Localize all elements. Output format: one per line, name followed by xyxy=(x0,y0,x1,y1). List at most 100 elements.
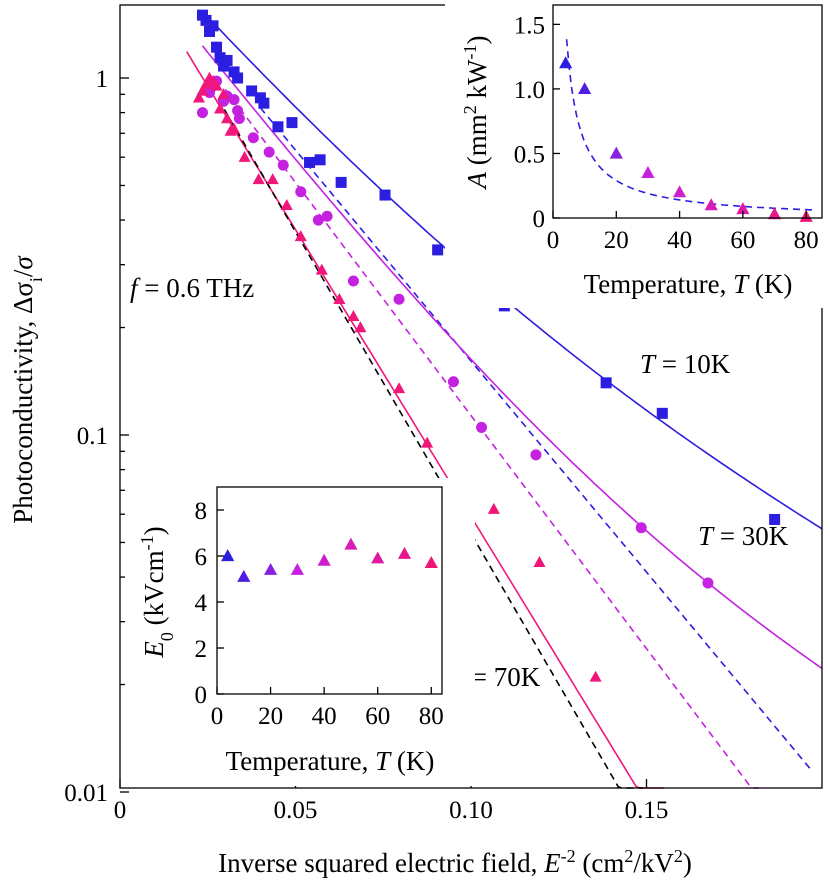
data-point xyxy=(280,199,293,210)
inset-e0-point xyxy=(371,551,385,564)
x-tick-label: 60 xyxy=(365,703,390,730)
data-point xyxy=(217,88,230,100)
data-point xyxy=(263,146,275,158)
inset-e0-point xyxy=(397,546,412,559)
x-tick-label: 0.15 xyxy=(625,797,669,824)
inset-e0-x-label: Temperature, T (K) xyxy=(226,746,435,776)
data-point xyxy=(294,230,307,242)
data-point xyxy=(233,113,245,125)
inset-a-y-label: A (mm2 kW-1) xyxy=(460,36,492,191)
x-tick-label: 20 xyxy=(258,703,283,730)
data-point xyxy=(221,54,233,66)
data-point xyxy=(447,376,459,388)
inset-a-point xyxy=(736,202,750,215)
y-tick-label: 4 xyxy=(195,590,208,617)
data-point xyxy=(589,670,602,682)
data-point xyxy=(321,210,333,222)
x-tick-label: 0 xyxy=(211,703,224,730)
data-point xyxy=(228,122,241,134)
data-point xyxy=(286,117,298,129)
inset-e0-point xyxy=(344,537,358,550)
data-point xyxy=(333,292,346,304)
y-tick-label: 0.5 xyxy=(514,141,545,168)
inset-e0-point xyxy=(263,562,278,575)
data-points xyxy=(192,9,781,682)
x-tick-label: 40 xyxy=(667,227,692,254)
fit-70k-dashed xyxy=(217,98,643,789)
x-tick-label: 80 xyxy=(794,227,819,254)
data-point xyxy=(196,84,209,96)
data-point xyxy=(192,91,206,103)
inset-e0-x-ticks: 0 20 40 60 80 xyxy=(211,687,444,730)
inset-e0-point xyxy=(221,549,235,562)
y-tick-label: 0.1 xyxy=(77,423,108,450)
x-tick-label: 0.05 xyxy=(274,797,318,824)
data-point xyxy=(221,112,234,124)
inset-e0-point xyxy=(237,569,251,582)
inset-e0-point xyxy=(290,562,304,575)
data-point xyxy=(246,85,258,97)
data-point xyxy=(335,176,347,188)
data-point xyxy=(600,377,612,389)
inset-e0-y-ticks: 0 2 4 6 8 xyxy=(195,498,224,709)
data-point xyxy=(228,94,240,106)
data-point xyxy=(533,556,546,567)
inset-a-point xyxy=(559,56,573,69)
inset-e0-point xyxy=(424,556,438,569)
inset-a-fit-curve xyxy=(565,39,813,211)
data-point xyxy=(314,154,326,166)
inset-a-y-ticks: 0 0.5 1.0 1.5 xyxy=(514,12,560,233)
data-point xyxy=(635,522,647,534)
inset-a-point xyxy=(767,207,782,220)
inset-a-frame xyxy=(552,4,823,219)
data-point xyxy=(252,173,265,185)
data-point xyxy=(214,52,226,64)
data-point xyxy=(213,102,227,114)
y-tick-label: 0 xyxy=(533,206,546,233)
y-tick-label: 6 xyxy=(195,544,208,571)
data-point xyxy=(199,78,213,90)
data-point xyxy=(476,421,488,433)
data-point xyxy=(432,244,444,256)
data-point xyxy=(304,156,316,168)
inset-a-point xyxy=(609,146,623,159)
x-tick-label: 80 xyxy=(419,703,444,730)
inset-a-background xyxy=(445,0,830,308)
inset-a-fit-line xyxy=(565,39,813,211)
data-point xyxy=(200,14,212,26)
data-point xyxy=(218,60,230,72)
y-tick-label: 1.5 xyxy=(514,12,545,39)
inset-e0-background xyxy=(140,478,475,786)
data-point xyxy=(272,121,284,133)
y-tick-label: 8 xyxy=(195,498,208,525)
data-point xyxy=(207,20,219,32)
data-point xyxy=(204,25,216,37)
data-point xyxy=(211,41,223,53)
data-point xyxy=(232,72,244,84)
data-point xyxy=(277,159,289,171)
series-label-30k: T = 30K xyxy=(698,521,789,551)
data-point xyxy=(487,502,500,514)
data-point xyxy=(210,79,223,91)
data-point xyxy=(312,214,324,226)
data-point xyxy=(247,132,259,144)
x-tick-label: 0.10 xyxy=(449,797,493,824)
data-point xyxy=(769,513,781,525)
inset-a-x-label: Temperature, T (K) xyxy=(584,269,793,299)
data-point xyxy=(266,173,279,185)
inset-a-point xyxy=(672,185,687,198)
x-tick-label: 60 xyxy=(730,227,755,254)
data-point xyxy=(392,382,406,394)
data-point xyxy=(530,449,542,461)
inset-a-point xyxy=(704,198,718,211)
x-tick-label: 0 xyxy=(547,227,560,254)
inset-e0-points xyxy=(221,537,438,582)
inset-a-x-ticks: 0 20 40 60 80 xyxy=(547,211,819,254)
data-point xyxy=(347,275,359,287)
y-axis-ticks: 0.01 0.1 1 xyxy=(64,66,129,807)
x-axis-label: Inverse squared electric field, E-2 (cm2… xyxy=(218,846,692,878)
data-point xyxy=(196,107,208,119)
data-point xyxy=(421,436,434,448)
data-point xyxy=(379,189,391,201)
